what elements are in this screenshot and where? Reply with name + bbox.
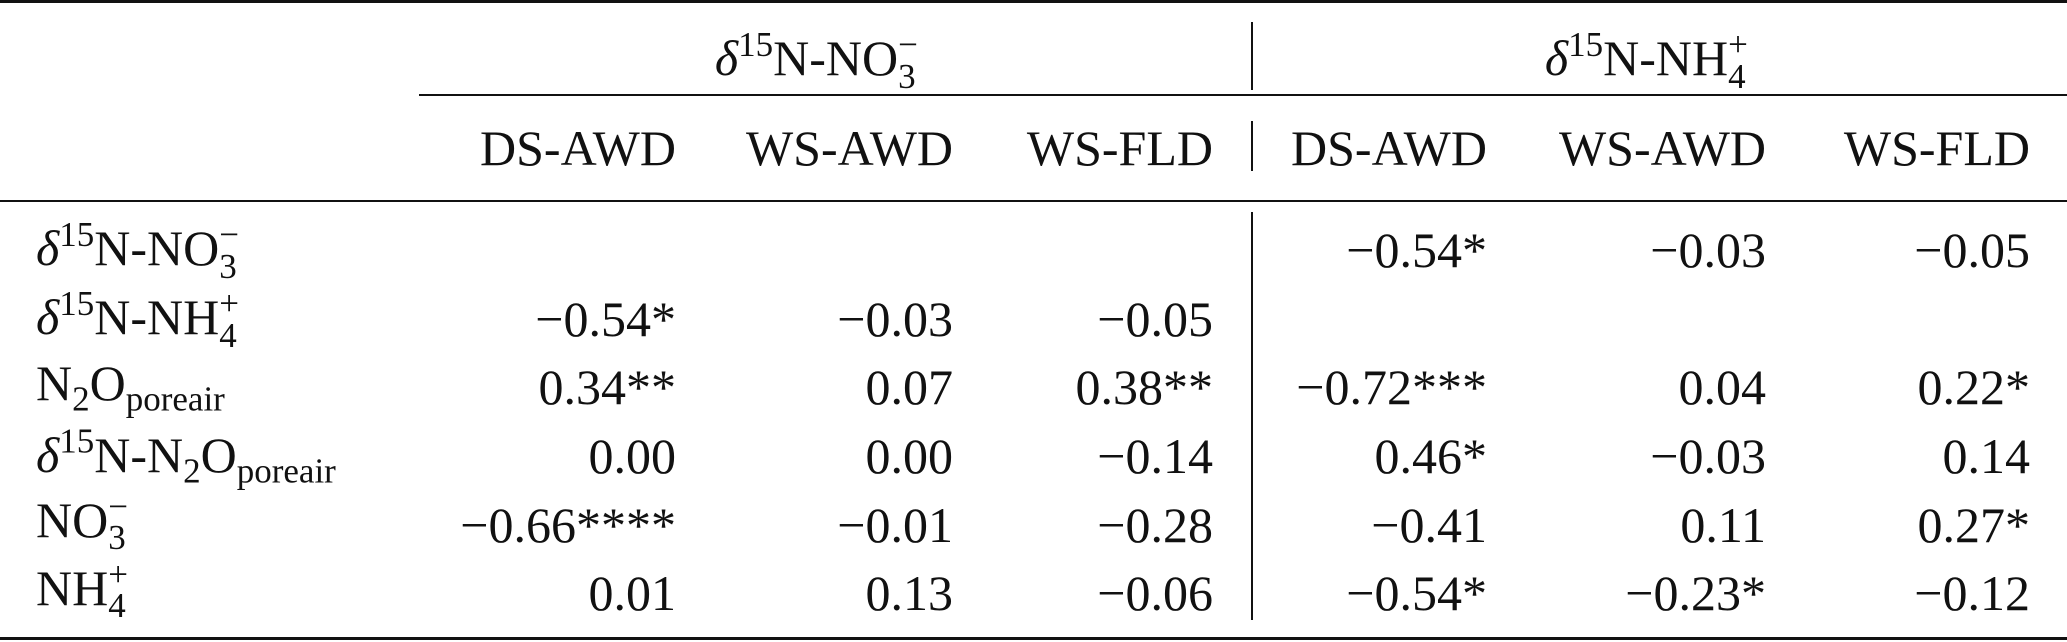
label-segment: N: [36, 354, 73, 411]
group-midrule: [419, 94, 2067, 96]
label-segment: N-NO: [773, 30, 899, 86]
table-cell: 0.00: [865, 428, 954, 484]
table-cell: −0.03: [1650, 428, 1766, 484]
table-cell: 0.14: [1942, 428, 2031, 484]
table-cell: −0.72***: [1296, 359, 1487, 415]
column-separator: [1251, 22, 1253, 90]
table-cell: −0.41: [1371, 497, 1487, 553]
row-label: δ15N-N2Oporeair: [36, 424, 336, 489]
group-header: δ15N-NH +4: [1545, 27, 1749, 94]
label-segment: δ: [36, 220, 60, 276]
table-cell: −0.01: [837, 497, 953, 553]
label-segment: NO: [36, 491, 109, 548]
table-cell: 0.01: [588, 565, 677, 621]
table-cell: −0.05: [1914, 222, 2030, 278]
label-segment: NH: [36, 559, 109, 616]
table-cell: −0.54*: [1346, 222, 1487, 278]
label-segment: +4: [108, 554, 128, 626]
label-segment: +4: [219, 283, 239, 355]
table-cell: −0.05: [1097, 291, 1213, 347]
label-segment: 2: [183, 451, 201, 491]
table-cell: −0.28: [1097, 497, 1213, 553]
label-segment: 15: [738, 24, 774, 64]
table-cell: −0.23*: [1625, 565, 1766, 621]
label-segment: N-NH: [94, 289, 220, 345]
label-segment: 15: [59, 283, 95, 323]
table-cell: −0.14: [1097, 428, 1213, 484]
row-label: NH +4: [36, 554, 129, 626]
column-header: WS-AWD: [1558, 120, 1766, 176]
row-label: δ15N-NO −3: [36, 217, 240, 284]
label-segment: N-NH: [1603, 30, 1729, 86]
column-header: DS-AWD: [480, 120, 676, 176]
label-segment: 15: [59, 421, 95, 461]
table-cell: −0.54*: [535, 291, 676, 347]
table-cell: −0.54*: [1346, 565, 1487, 621]
label-segment: +4: [1728, 24, 1748, 96]
column-separator: [1251, 212, 1253, 620]
label-segment: −3: [219, 214, 239, 286]
table-cell: −0.66****: [460, 497, 676, 553]
label-segment: poreair: [125, 379, 225, 419]
label-segment: −3: [108, 486, 128, 558]
label-segment: δ: [36, 426, 60, 483]
column-header: WS-FLD: [1843, 120, 2030, 176]
top-rule: [0, 0, 2067, 3]
label-segment: O: [89, 354, 126, 411]
label-segment: 2: [72, 379, 90, 419]
label-segment: N-N: [94, 426, 184, 483]
group-header: δ15N-NO −3: [715, 27, 919, 94]
table-cell: 0.38**: [1075, 359, 1214, 415]
column-header: DS-AWD: [1291, 120, 1487, 176]
table-cell: 0.04: [1678, 359, 1767, 415]
row-label: NO −3: [36, 486, 129, 558]
label-segment: O: [200, 426, 237, 483]
table-cell: 0.46*: [1374, 428, 1488, 484]
table-cell: 0.22*: [1917, 359, 2031, 415]
label-segment: N-NO: [94, 220, 220, 276]
column-header: WS-FLD: [1026, 120, 1213, 176]
table-cell: −0.06: [1097, 565, 1213, 621]
table-cell: 0.00: [588, 428, 677, 484]
label-segment: −3: [898, 24, 918, 96]
table-cell: −0.03: [837, 291, 953, 347]
header-rule: [0, 200, 2067, 202]
column-separator: [1251, 121, 1253, 171]
label-segment: δ: [1544, 30, 1569, 86]
label-segment: 15: [59, 214, 95, 254]
row-label: N2Oporeair: [36, 358, 225, 417]
table-cell: −0.12: [1914, 565, 2030, 621]
table-cell: 0.07: [865, 359, 954, 415]
bottom-rule: [0, 637, 2067, 640]
table-cell: 0.34**: [538, 359, 677, 415]
label-segment: poreair: [236, 451, 336, 491]
label-segment: 15: [1568, 24, 1604, 64]
table-cell: −0.03: [1650, 222, 1766, 278]
table-cell: 0.13: [865, 565, 954, 621]
row-label: δ15N-NH +4: [36, 286, 240, 353]
label-segment: δ: [36, 289, 60, 345]
table-cell: 0.27*: [1917, 497, 2031, 553]
label-segment: δ: [714, 30, 739, 86]
table-cell: 0.11: [1680, 497, 1766, 553]
column-header: WS-AWD: [745, 120, 953, 176]
